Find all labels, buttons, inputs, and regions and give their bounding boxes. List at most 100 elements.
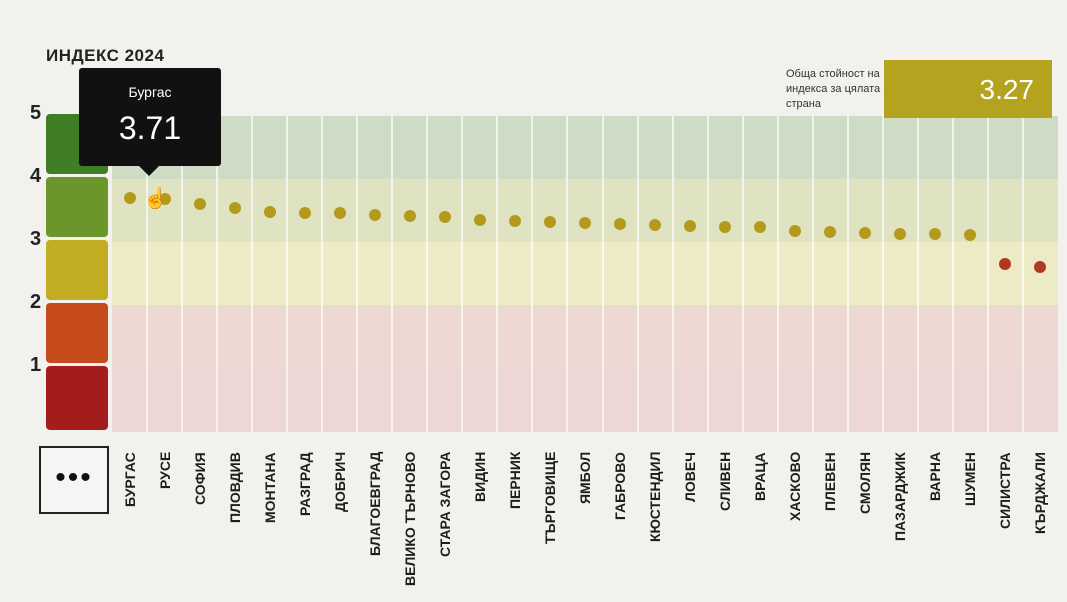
column-separator — [846, 116, 849, 432]
x-tick-label: ВРАЦА — [752, 452, 769, 501]
data-point[interactable] — [684, 219, 697, 232]
column-separator — [496, 116, 499, 432]
x-tick-label: СТАРА ЗАГОРА — [436, 452, 453, 558]
y-tick-label: 2 — [30, 291, 42, 313]
x-tick-label: КЮСТЕНДИЛ — [647, 452, 664, 543]
column-separator — [986, 116, 989, 432]
data-point[interactable] — [999, 257, 1012, 270]
data-point[interactable] — [473, 213, 486, 226]
column-separator — [1021, 116, 1024, 432]
x-tick-label: ЛОВЕЧ — [682, 452, 699, 502]
x-tick-label: ВАРНА — [927, 452, 944, 502]
tooltip-region-name: Бургас — [128, 84, 172, 100]
more-options-button[interactable]: ••• — [39, 446, 109, 514]
data-point[interactable] — [929, 228, 942, 241]
data-point[interactable] — [298, 206, 311, 219]
data-point[interactable] — [403, 209, 416, 222]
column-separator — [181, 116, 184, 432]
y-tick-label: 4 — [30, 165, 42, 187]
x-tick-label: ПЕРНИК — [506, 452, 523, 510]
column-separator — [286, 116, 289, 432]
column-separator — [811, 116, 814, 432]
data-point[interactable] — [614, 218, 627, 231]
total-index-label: Обща стойност на индекса за цялата стран… — [786, 68, 881, 110]
column-separator — [146, 116, 149, 432]
scale-block-1 — [46, 366, 108, 430]
column-separator — [916, 116, 919, 432]
data-point[interactable] — [333, 207, 346, 220]
column-separator — [461, 116, 464, 432]
scale-block-3 — [46, 240, 108, 300]
data-point[interactable] — [123, 191, 136, 204]
x-tick-label: ПАЗАРДЖИК — [892, 452, 909, 541]
x-tick-label: ШУМЕН — [962, 452, 979, 506]
data-point[interactable] — [543, 216, 556, 229]
x-tick-label: ПЛЕВЕН — [822, 452, 839, 511]
data-point[interactable] — [158, 193, 171, 206]
chart-title: ИНДЕКС 2024 — [46, 46, 165, 65]
x-tick-label: ХАСКОВО — [787, 452, 804, 522]
band-2 — [112, 305, 1058, 368]
column-separator — [356, 116, 359, 432]
y-tick-label: 1 — [30, 354, 42, 376]
column-separator — [776, 116, 779, 432]
y-tick-label: 5 — [30, 102, 42, 124]
column-separator — [426, 116, 429, 432]
column-separator — [881, 116, 884, 432]
column-separator — [216, 116, 219, 432]
more-dots-icon: ••• — [55, 461, 93, 494]
data-point[interactable] — [894, 227, 907, 240]
column-separator — [391, 116, 394, 432]
data-point[interactable] — [368, 209, 381, 222]
x-tick-label: МОНТАНА — [261, 452, 278, 523]
band-5 — [112, 116, 1058, 179]
band-3 — [112, 242, 1058, 305]
column-separator — [321, 116, 324, 432]
data-point[interactable] — [754, 221, 767, 234]
data-point[interactable] — [1034, 261, 1047, 274]
data-point[interactable] — [579, 216, 591, 229]
x-tick-label: ЯМБОЛ — [577, 452, 593, 505]
tooltip-value: 3.71 — [118, 110, 182, 146]
data-point[interactable] — [964, 229, 977, 242]
x-tick-label: СОФИЯ — [191, 452, 208, 505]
column-separator — [601, 116, 604, 432]
data-point[interactable] — [859, 226, 872, 239]
column-separator — [251, 116, 254, 432]
scale-block-2 — [46, 303, 108, 363]
hand-cursor-icon: ☝ — [143, 188, 168, 210]
x-tick-label: КЪРДЖАЛИ — [1032, 452, 1049, 534]
column-separator — [636, 116, 639, 432]
data-point[interactable] — [824, 226, 837, 239]
data-point[interactable] — [789, 225, 802, 238]
x-tick-label: СЛИВЕН — [717, 452, 734, 512]
tooltip: Бургас 3.71 — [79, 68, 221, 176]
x-tick-label: СМОЛЯН — [857, 452, 874, 515]
data-point[interactable] — [508, 214, 521, 227]
y-tick-label: 3 — [30, 228, 42, 250]
x-tick-label: РАЗГРАД — [296, 452, 313, 516]
data-point[interactable] — [719, 220, 732, 233]
plot-area — [112, 116, 1058, 432]
x-tick-label: ПЛОВДИВ — [226, 452, 243, 523]
x-tick-label: ВЕЛИКО ТЪРНОВО — [401, 452, 418, 587]
total-index-value: 3.27 — [884, 60, 1052, 118]
x-tick-label: БЛАГОЕВГРАД — [366, 452, 383, 557]
data-point[interactable] — [228, 201, 241, 214]
column-separator — [706, 116, 709, 432]
band-1 — [112, 368, 1058, 432]
column-separator — [741, 116, 744, 432]
data-point[interactable] — [193, 197, 206, 210]
x-tick-label: БУРГАС — [121, 452, 138, 507]
x-tick-label: СИЛИСТРА — [997, 452, 1014, 529]
x-tick-label: ДОБРИЧ — [331, 452, 348, 513]
scale-block-4 — [46, 177, 108, 237]
x-tick-label: ВИДИН — [471, 452, 488, 503]
data-point[interactable] — [438, 211, 451, 224]
data-point[interactable] — [649, 219, 662, 232]
x-tick-label: ТЪРГОВИЩЕ — [541, 452, 558, 545]
column-separator — [531, 116, 534, 432]
column-separator — [671, 116, 674, 432]
data-point[interactable] — [263, 206, 276, 219]
x-tick-label: ГАБРОВО — [612, 452, 629, 520]
